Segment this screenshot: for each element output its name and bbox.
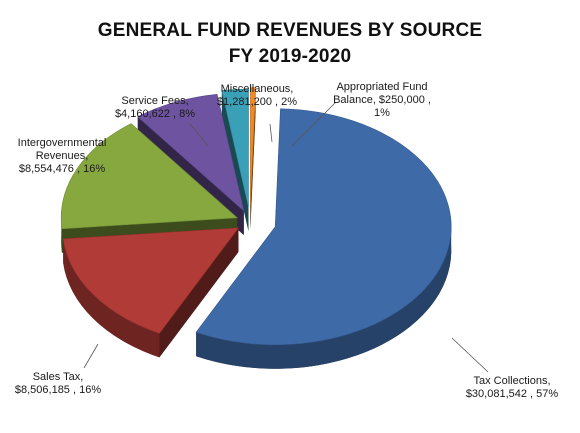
leader-line-tax-collections <box>451 337 489 373</box>
slice-tax-collections <box>195 108 452 369</box>
data-label-service-fees-line1: Service Fees, <box>121 95 188 107</box>
data-label-appropriated-fund-balance-line1: Appropriated Fund <box>336 81 427 93</box>
slice-top-service-fees <box>137 93 245 212</box>
data-label-sales-tax-line1: Sales Tax, <box>33 371 84 383</box>
slice-top-miscellaneous <box>221 88 249 208</box>
data-label-service-fees-line2: $4,160,622 , 8% <box>115 108 195 120</box>
slice-top-sales-tax <box>62 227 240 334</box>
chart-subtitle: FY 2019-2020 <box>228 46 352 67</box>
slice-appropriated-fund-balance <box>250 87 256 230</box>
slice-wall-start-sales-tax <box>159 227 239 358</box>
slice-top-tax-collections <box>195 108 452 346</box>
data-label-sales-tax-line2: $8,506,185 , 16% <box>15 384 101 396</box>
chart-title-line1: GENERAL FUND REVENUES BY SOURCE <box>97 20 483 41</box>
leader-line-sales-tax <box>83 343 99 369</box>
leader-line-appropriated-fund-balance <box>291 101 337 147</box>
slice-side-tax-collections <box>196 226 452 369</box>
slice-sales-tax <box>62 227 240 358</box>
data-label-intergovernmental-revenues-line2: Revenues, <box>36 150 89 162</box>
slice-labels: Tax Collections,$30,081,542 , 57% Sales T… <box>15 81 559 400</box>
data-label-miscellaneous-line1: Miscellaneous, <box>221 83 294 95</box>
leader-line-miscellaneous <box>269 123 273 143</box>
slice-top-intergovernmental-revenues <box>60 123 238 230</box>
data-label-appropriated-fund-balance-line2: Balance, $250,000 , <box>333 94 431 106</box>
slice-side-sales-tax <box>63 238 160 358</box>
slice-wall-start-miscellaneous <box>221 90 249 232</box>
data-label-intergovernmental-revenues-line3: $8,554,476 , 16% <box>19 163 105 175</box>
pie-slices <box>60 87 452 369</box>
data-label-appropriated-fund-balance-line3: 1% <box>374 107 390 119</box>
leader-line-service-fees <box>189 123 209 147</box>
data-label-miscellaneous-line2: $1,281,200 , 2% <box>217 96 297 108</box>
data-label-tax-collections-line1: Tax Collections, <box>473 375 550 387</box>
slice-top-appropriated-fund-balance <box>250 87 256 206</box>
data-label-intergovernmental-revenues-line1: Intergovernmental <box>18 137 107 149</box>
chart-title: GENERAL FUND REVENUES BY SOURCE FY 2019-… <box>0 18 580 70</box>
data-label-tax-collections-line2: $30,081,542 , 57% <box>466 388 559 400</box>
